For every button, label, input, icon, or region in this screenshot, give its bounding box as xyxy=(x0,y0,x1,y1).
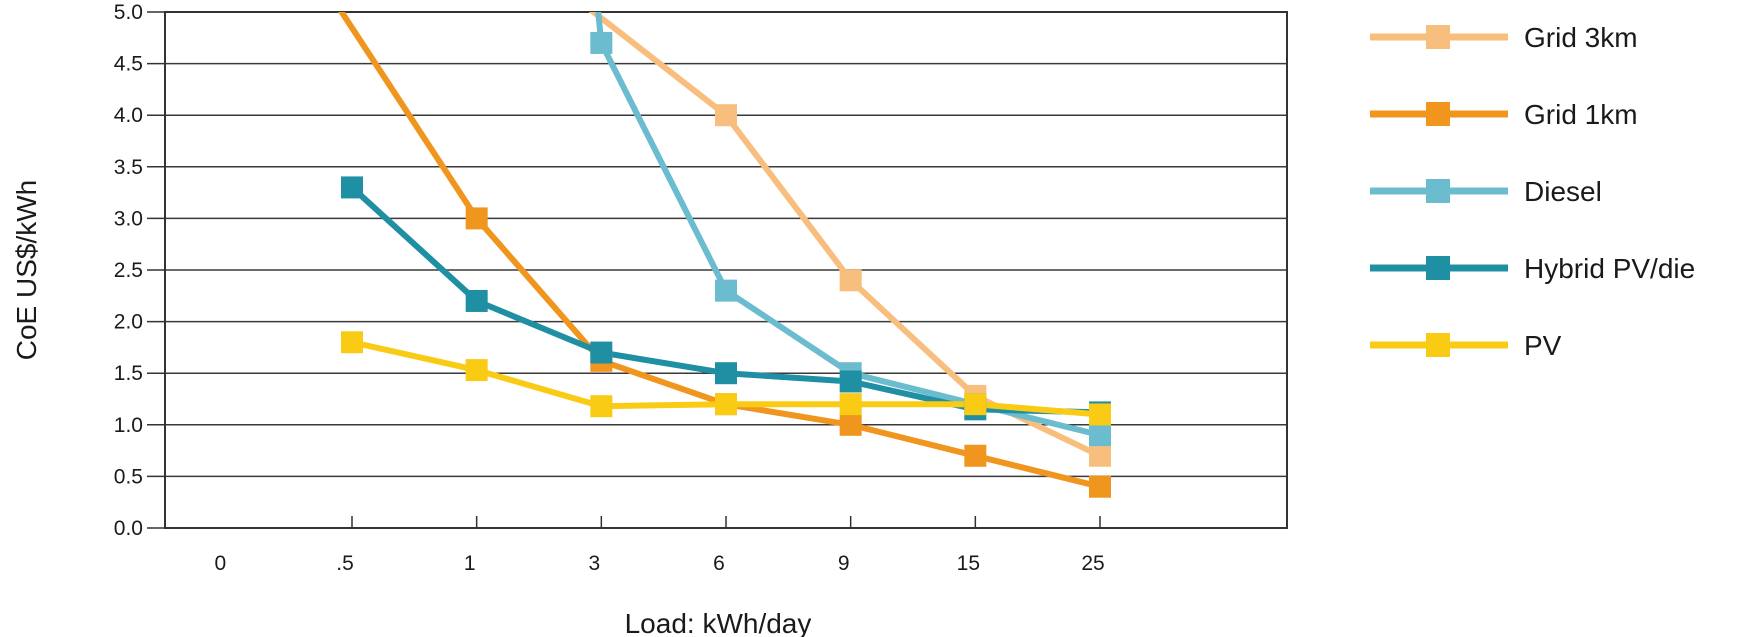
data-point-diesel xyxy=(715,279,737,302)
data-point-grid-3km xyxy=(1089,444,1111,467)
data-point-grid-3km xyxy=(839,269,862,292)
x-tick-label: 1 xyxy=(464,552,476,575)
data-point-hybrid-pv-die xyxy=(715,362,737,385)
y-axis-ticks: 0.0 0.5 1.0 1.5 2.0 2.5 3.0 3.5 4.0 4.5 5.0 xyxy=(114,1,165,540)
x-tick-label: 15 xyxy=(957,552,980,575)
x-tick-label: 9 xyxy=(838,552,850,575)
y-tick-label: 2.0 xyxy=(114,311,143,334)
legend-swatch-marker xyxy=(1426,25,1450,49)
data-point-pv xyxy=(964,393,987,416)
legend-swatch-marker xyxy=(1426,102,1450,126)
data-point-pv xyxy=(839,393,862,416)
legend-label: Grid 3km xyxy=(1524,22,1638,53)
x-tick-label: 25 xyxy=(1081,552,1104,575)
data-point-pv xyxy=(1089,403,1111,426)
y-axis-title: CoE US$/kWh xyxy=(11,180,42,361)
legend-label: PV xyxy=(1524,330,1562,361)
legend-label: Hybrid PV/die xyxy=(1524,253,1695,284)
legend-item-pv: PV xyxy=(1370,330,1562,361)
x-tick-label: .5 xyxy=(336,552,354,575)
data-point-grid-1km xyxy=(465,207,488,230)
y-tick-label: 0.0 xyxy=(114,517,143,540)
x-tick-label: 3 xyxy=(588,552,600,575)
y-tick-label: 5.0 xyxy=(114,1,143,24)
legend-swatch-marker xyxy=(1426,256,1450,280)
y-tick-label: 3.0 xyxy=(114,207,143,230)
legend-item-grid-3km: Grid 3km xyxy=(1370,22,1638,53)
series-line-grid-3km xyxy=(588,12,1103,459)
data-point-grid-3km xyxy=(715,104,737,127)
y-tick-label: 0.5 xyxy=(114,465,143,488)
data-point-grid-1km xyxy=(839,413,862,436)
x-axis-ticks: 0 .5 1 3 6 9 15 25 xyxy=(214,516,1105,575)
data-point-grid-1km xyxy=(964,444,987,467)
data-point-diesel xyxy=(590,31,613,54)
data-point-hybrid-pv-die xyxy=(465,289,488,312)
legend-label: Grid 1km xyxy=(1524,99,1638,130)
series-markers xyxy=(341,31,1111,498)
data-point-hybrid-pv-die xyxy=(341,176,363,199)
x-axis-title: Load: kWh/day xyxy=(625,608,812,637)
legend-item-diesel: Diesel xyxy=(1370,176,1602,207)
y-tick-label: 4.5 xyxy=(114,53,143,76)
legend-swatch-marker xyxy=(1426,179,1450,203)
data-point-pv xyxy=(341,331,363,354)
data-point-hybrid-pv-die xyxy=(839,370,862,393)
y-tick-label: 2.5 xyxy=(114,259,143,282)
data-point-pv xyxy=(715,393,737,416)
y-tick-label: 1.0 xyxy=(114,414,143,437)
legend: Grid 3km Grid 1km Diesel Hybrid PV/die PV xyxy=(1370,22,1695,361)
data-point-grid-1km xyxy=(1089,475,1111,498)
data-point-diesel xyxy=(1089,424,1111,447)
gridlines xyxy=(165,62,1287,478)
y-tick-label: 1.5 xyxy=(114,362,143,385)
legend-item-grid-1km: Grid 1km xyxy=(1370,99,1638,130)
legend-item-hybrid-pv-die: Hybrid PV/die xyxy=(1370,253,1695,284)
legend-swatch-marker xyxy=(1426,333,1450,357)
data-point-pv xyxy=(465,359,488,382)
legend-label: Diesel xyxy=(1524,176,1602,207)
x-tick-label: 0 xyxy=(214,552,226,575)
y-tick-label: 3.5 xyxy=(114,156,143,179)
x-tick-label: 6 xyxy=(713,552,725,575)
y-tick-label: 4.0 xyxy=(114,104,143,127)
data-point-hybrid-pv-die xyxy=(590,341,613,364)
data-point-pv xyxy=(590,395,613,418)
